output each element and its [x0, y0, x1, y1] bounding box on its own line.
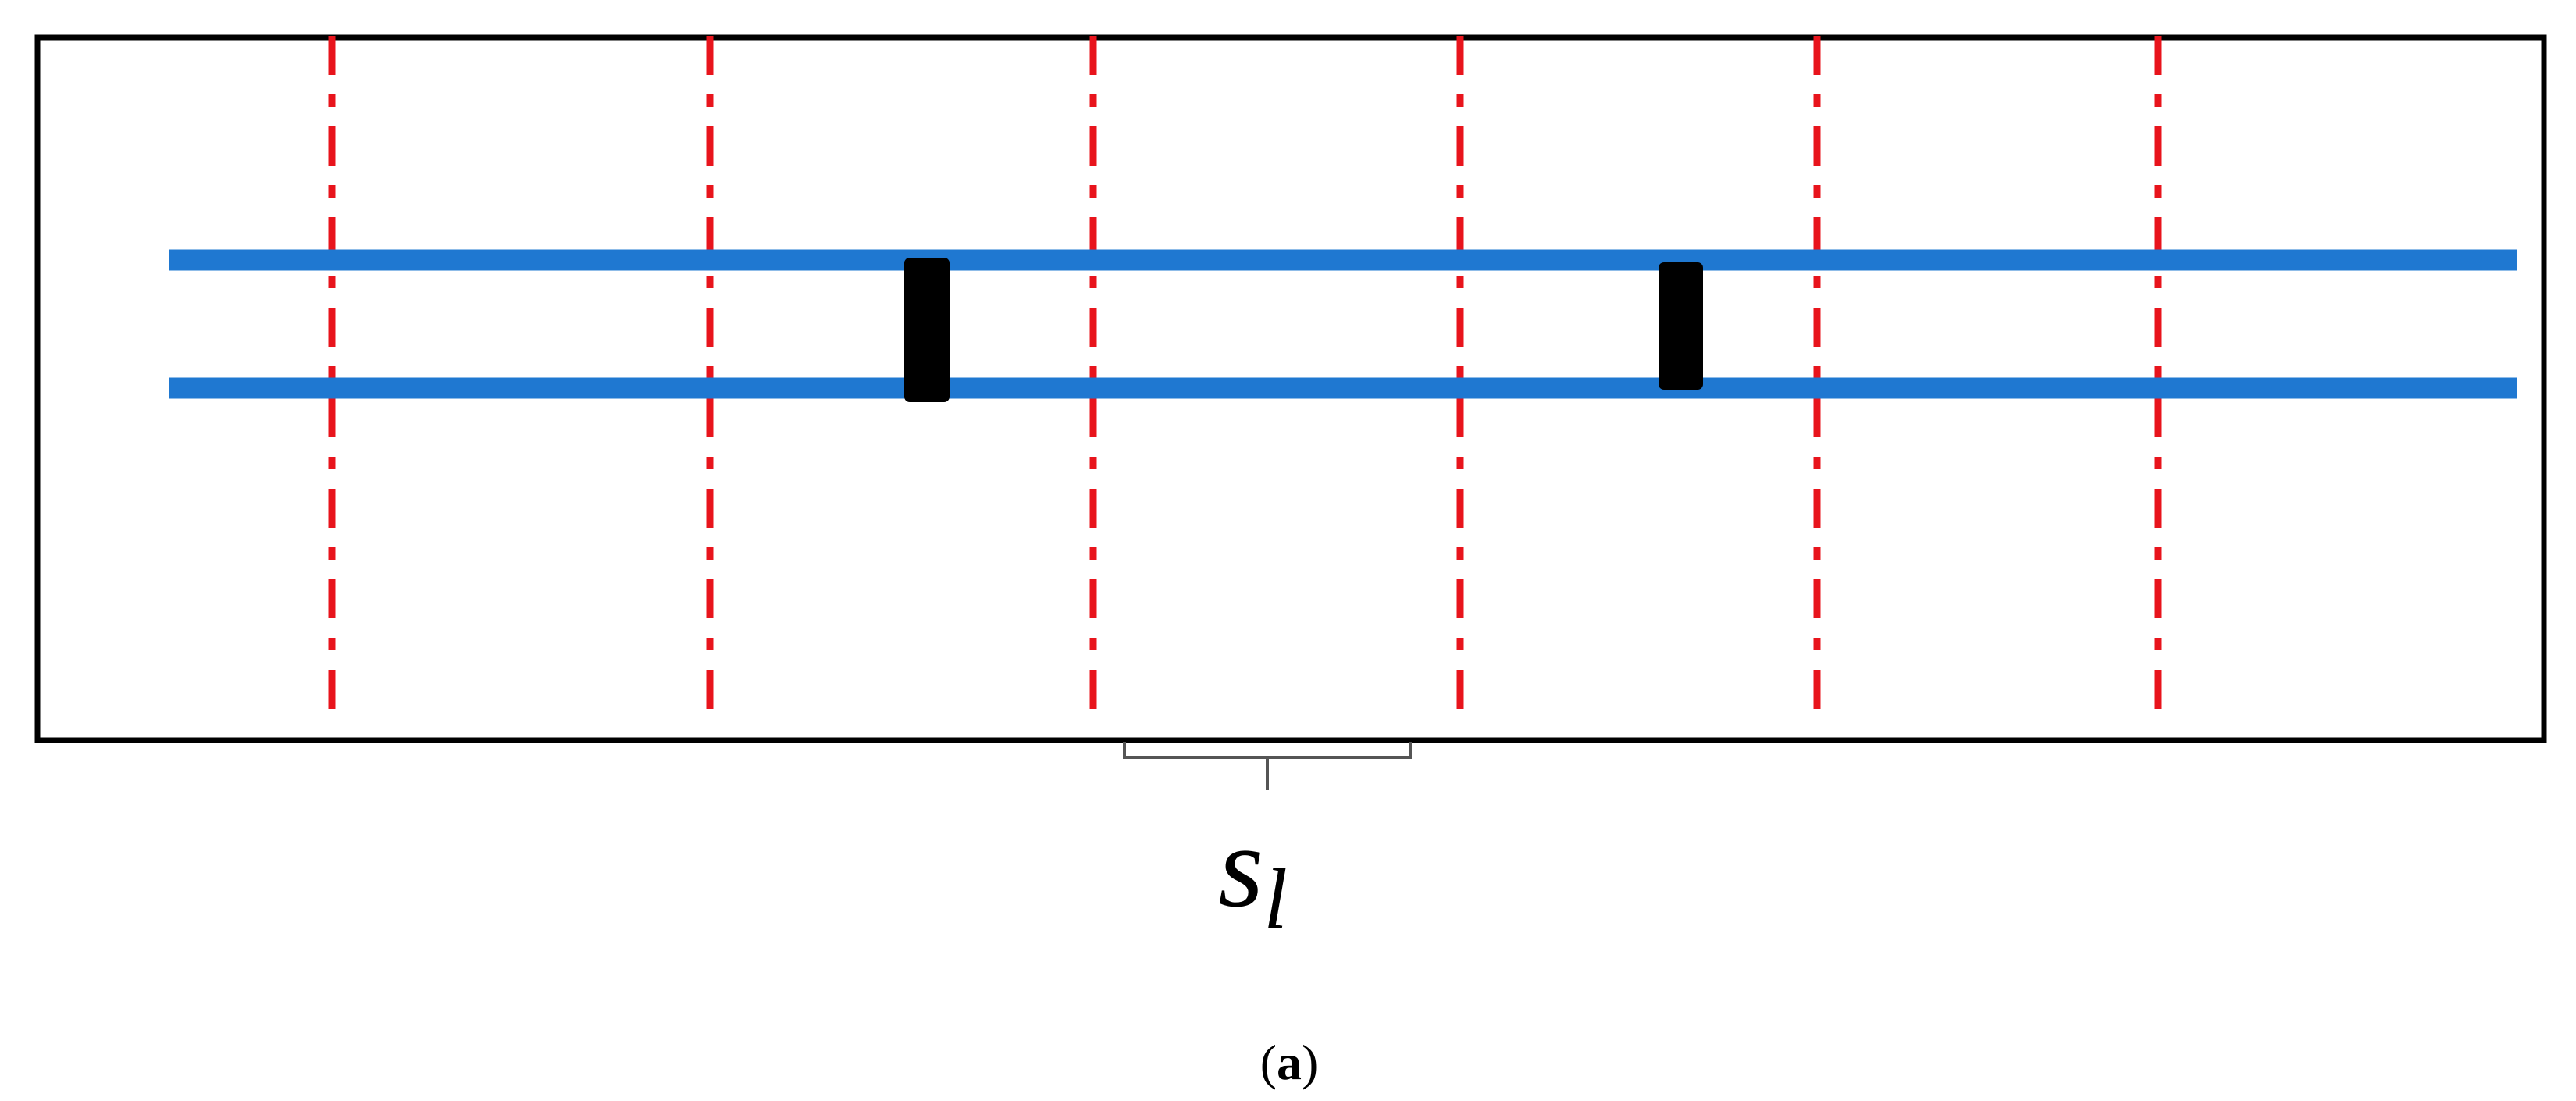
block-left — [904, 258, 950, 402]
caption-close-paren: ) — [1302, 1035, 1318, 1090]
spacing-label: sl — [1218, 802, 1288, 946]
block-right — [1659, 262, 1703, 390]
figure-caption: (a) — [1260, 1035, 1319, 1090]
caption-letter: a — [1277, 1035, 1302, 1090]
rails — [169, 249, 2517, 399]
gridlines — [328, 36, 2162, 722]
spacing-brace — [1123, 742, 1412, 790]
spacing-label-subscript: l — [1263, 851, 1288, 946]
spacing-label-base: s — [1218, 802, 1263, 932]
frame-rectangle — [34, 34, 2547, 743]
caption-open-paren: ( — [1260, 1035, 1277, 1090]
